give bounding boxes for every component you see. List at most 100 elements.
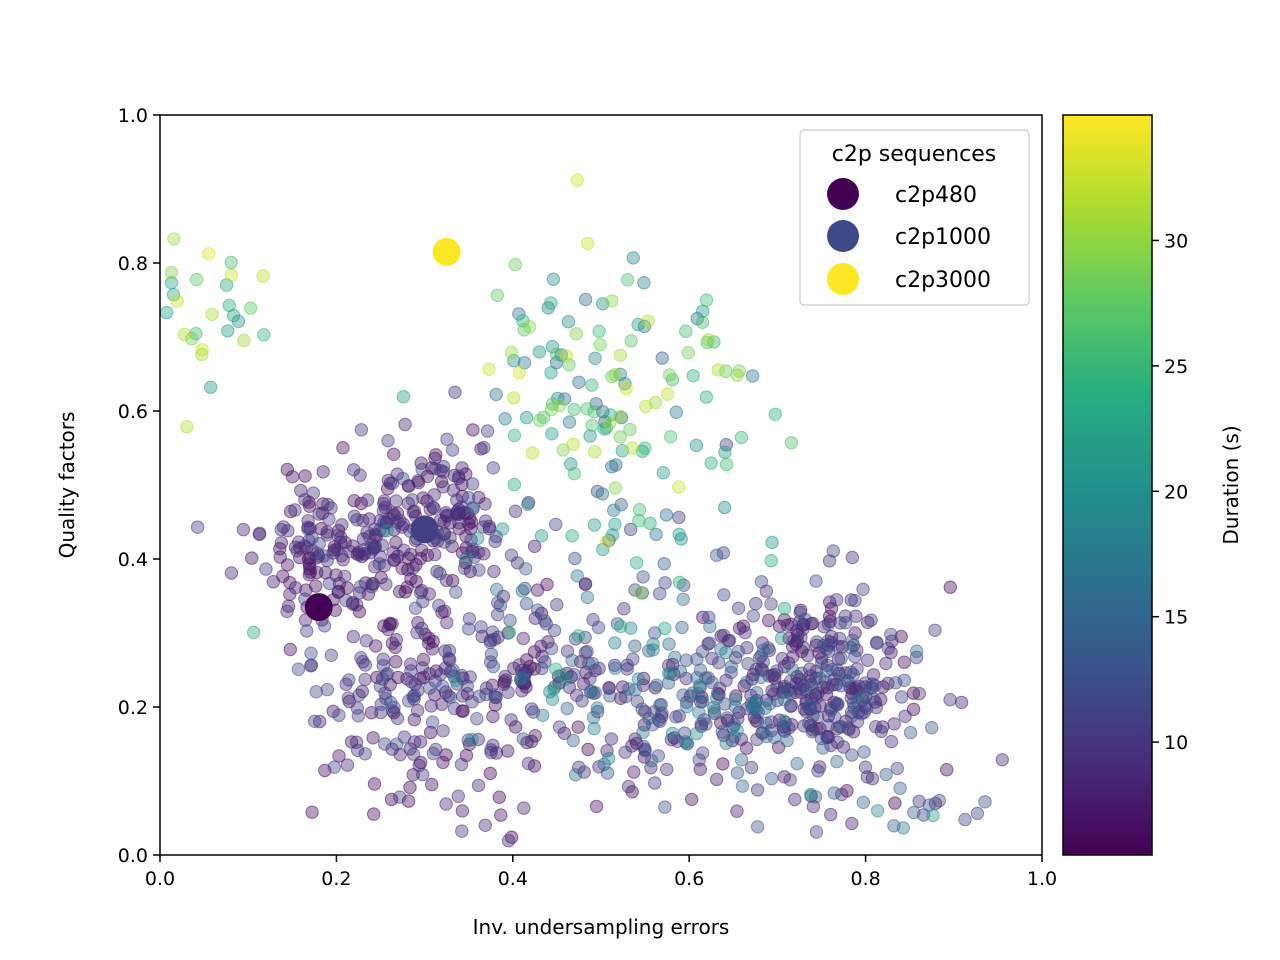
scatter-point [439, 797, 453, 811]
scatter-point [869, 700, 883, 715]
scatter-point [288, 581, 303, 595]
scatter-point [166, 287, 181, 302]
scatter-point [451, 789, 465, 803]
scatter-point [608, 636, 622, 650]
scatter-point [167, 232, 181, 246]
scatter-point [874, 724, 888, 739]
scatter-point [578, 292, 593, 307]
scatter-point [312, 537, 326, 551]
legend-marker-c2p1000 [827, 220, 859, 252]
scatter-point [665, 726, 680, 741]
scatter-point [692, 705, 706, 719]
scatter-point [428, 461, 442, 476]
scatter-point [436, 724, 450, 738]
scatter-point [680, 737, 694, 751]
scatter-point [428, 547, 442, 562]
scatter-point [440, 615, 454, 630]
scatter-point [352, 548, 367, 562]
scatter-point [588, 351, 602, 365]
scatter-point [478, 497, 492, 511]
scatter-point [404, 675, 418, 689]
scatter-point [493, 598, 508, 613]
scatter-point [521, 756, 536, 771]
scatter-point [689, 438, 704, 453]
scatter-point [360, 493, 375, 507]
scatter-point [245, 551, 259, 565]
scatter-point [455, 824, 469, 838]
scatter-point [465, 695, 479, 709]
scatter-point [459, 541, 473, 555]
scatter-point [662, 637, 676, 651]
scatter-point [680, 700, 694, 714]
scatter-point [222, 298, 236, 313]
scatter-point [668, 650, 682, 664]
scatter-point [717, 588, 731, 602]
scatter-point [774, 631, 789, 645]
scatter-point [386, 704, 400, 718]
scatter-point [701, 333, 716, 347]
scatter-point [386, 545, 400, 560]
scatter-point [943, 693, 957, 707]
scatter-point [466, 542, 480, 556]
scatter-point [689, 726, 704, 741]
scatter-point [731, 601, 746, 615]
scatter-point [816, 741, 830, 755]
scatter-point [446, 663, 460, 677]
scatter-point [692, 753, 706, 767]
scatter-point [817, 620, 831, 634]
scatter-point [304, 658, 319, 672]
scatter-point [777, 601, 792, 616]
scatter-point [676, 592, 690, 606]
scatter-point [256, 269, 270, 283]
scatter-point [472, 689, 487, 703]
scatter-point [922, 798, 936, 812]
scatter-point [350, 513, 364, 527]
scatter-point [433, 566, 447, 581]
scatter-point [306, 486, 321, 500]
scatter-point [298, 613, 313, 627]
scatter-point [898, 709, 912, 723]
scatter-point [387, 447, 401, 461]
scatter-point [365, 577, 379, 591]
scatter-point [512, 366, 526, 380]
scatter-point [561, 315, 576, 329]
scatter-point [327, 760, 341, 774]
scatter-point [672, 575, 687, 589]
scatter-point [644, 761, 658, 775]
scatter-point [678, 735, 693, 749]
scatter-point [379, 668, 393, 682]
scatter-point [492, 790, 506, 804]
scatter-point [498, 412, 512, 426]
scatter-point [580, 590, 595, 605]
scatter-point [620, 273, 635, 287]
scatter-point [643, 516, 657, 530]
scatter-point [447, 701, 462, 716]
scatter-point [367, 777, 382, 791]
scatter-point [550, 598, 564, 612]
scatter-point [472, 563, 486, 577]
scatter-point [336, 441, 350, 455]
scatter-point [566, 733, 580, 748]
scatter-point [396, 471, 410, 486]
scatter-point [588, 444, 602, 459]
scatter-point [837, 673, 851, 687]
scatter-point [429, 742, 443, 757]
scatter-point [353, 468, 367, 482]
scatter-point [404, 547, 418, 562]
x-tick-label: 0.6 [674, 868, 704, 890]
scatter-point [690, 671, 704, 685]
scatter-point [224, 268, 239, 282]
scatter-point [274, 522, 288, 537]
scatter-point [593, 338, 607, 352]
scatter-point [865, 771, 880, 786]
scatter-point [400, 580, 414, 594]
scatter-point [585, 656, 600, 671]
scatter-point [236, 522, 251, 537]
scatter-point [626, 652, 640, 666]
scatter-point [478, 818, 492, 832]
scatter-point [303, 551, 317, 565]
scatter-point [572, 375, 586, 389]
scatter-point [759, 729, 774, 744]
scatter-point [741, 656, 755, 671]
scatter-point [305, 805, 319, 819]
